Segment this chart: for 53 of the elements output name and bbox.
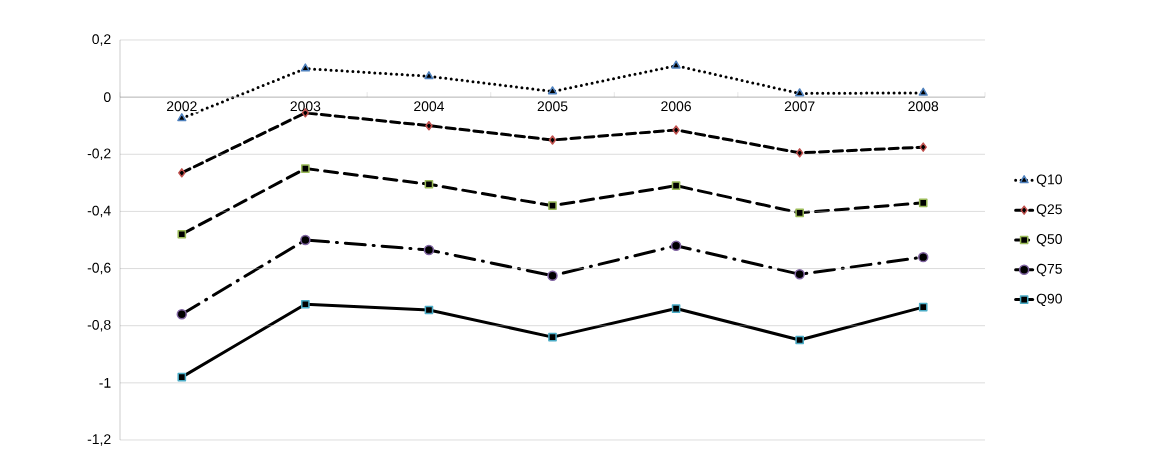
y-tick-label: -0,4 [87,205,111,218]
point [548,201,557,211]
point [300,63,310,72]
point [301,164,310,173]
point [671,304,681,313]
x-tick-label: 2006 [661,101,691,112]
point [795,335,804,345]
point [918,198,928,208]
x-tick-label: 2002 [166,101,197,112]
point [424,71,434,80]
x-tick-label: 2004 [414,101,445,112]
legend-label: Q90 [1036,293,1062,307]
point [425,120,433,131]
y-tick-label: 0 [103,92,111,103]
point [177,229,187,239]
legend-label: Q75 [1036,263,1062,277]
x-tick-label: 2003 [290,101,321,112]
point [795,88,805,97]
x-tick-label: 2005 [537,101,568,112]
point [671,60,681,69]
y-tick-label: -0,2 [87,148,111,161]
point [177,372,187,382]
point [672,125,680,135]
point [671,181,681,191]
y-tick-label: -0,8 [87,319,111,332]
point [918,302,928,312]
point [795,148,804,158]
y-tick-label: -1,2 [87,434,111,446]
point [919,142,927,152]
legend-label: Q10 [1036,174,1062,187]
point [547,86,558,95]
point [670,240,682,251]
point [176,309,188,320]
point [795,208,804,218]
x-tick-label: 2007 [784,101,815,112]
x-tick-label: 2008 [908,101,939,112]
point [424,179,434,189]
point [548,135,557,145]
point [917,251,929,263]
point [300,234,311,246]
y-tick-label: -1 [99,378,111,388]
y-tick-label: -0,6 [87,262,111,275]
point [177,113,187,122]
point [548,332,557,342]
y-tick-label: 0,2 [92,34,111,46]
point [918,87,928,96]
legend-label: Q25 [1036,204,1062,217]
point [794,269,805,280]
point [301,299,310,309]
point [178,168,186,178]
legend-label: Q50 [1036,234,1062,247]
point [423,244,435,256]
point [547,270,558,281]
